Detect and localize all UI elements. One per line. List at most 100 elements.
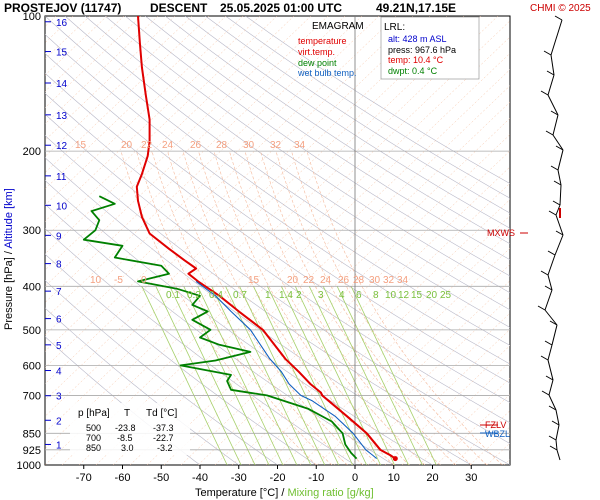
- wind-barb-flag: [537, 305, 546, 311]
- mxws-label: MXWS: [487, 228, 515, 238]
- altitude-tick-label: 11: [56, 172, 67, 183]
- mixing-ratio-line: [225, 286, 312, 465]
- x-tick-label: -10: [308, 472, 324, 484]
- mixing-ratio-line: [197, 286, 284, 465]
- isohume-line: [45, 16, 346, 303]
- isohume-line: [316, 280, 510, 465]
- isohume-line: [78, 52, 510, 465]
- mixing-ratio-label: 1.4: [279, 290, 293, 301]
- mixing-ratio-label: 10: [385, 290, 397, 301]
- x-tick-label: -50: [153, 472, 169, 484]
- mixing-ratio-line: [294, 286, 381, 465]
- mixing-ratio-line: [267, 286, 354, 465]
- mixing-ratio-line: [211, 286, 298, 465]
- mixing-ratio-label: 12: [398, 290, 410, 301]
- isohume-line: [45, 16, 176, 141]
- lrl-alt: alt: 428 m ASL: [388, 34, 447, 44]
- legend-title: EMAGRAM: [312, 21, 364, 32]
- table-row: 850 3.0 -3.2: [86, 443, 173, 453]
- isohume-line: [45, 16, 261, 222]
- mixing-ratio-line: [350, 286, 437, 465]
- wind-barb-flag: [548, 210, 557, 216]
- wind-barb-staff: [547, 344, 553, 361]
- wind-barb-staff: [547, 274, 553, 291]
- mixing-ratio-label: 0.1: [166, 290, 180, 301]
- wind-barb-staff: [547, 74, 555, 96]
- table-cell: -23.8: [115, 423, 136, 433]
- mixing-ratio-label: 6: [356, 290, 362, 301]
- series-line-virt-temp-: [136, 16, 397, 460]
- table-cell: -8.5: [117, 433, 133, 443]
- wind-barb-staff: [552, 134, 564, 151]
- mixing-ratio-label: 4: [339, 290, 345, 301]
- wind-barb-flag: [544, 340, 553, 346]
- wind-barb-staff: [550, 19, 563, 56]
- isohume-line: [384, 345, 510, 465]
- wind-barb-flag: [540, 270, 549, 276]
- dry-adiabat: [64, 16, 510, 328]
- wind-barb-flag: [549, 445, 558, 451]
- lrl-title: LRL:: [384, 22, 405, 33]
- isohume-line: [248, 215, 510, 465]
- mixing-ratio-line: [322, 286, 409, 465]
- lrl-press: press: 967.6 hPa: [388, 45, 456, 55]
- dry-adiabat: [185, 16, 510, 229]
- isohume-line: [45, 16, 210, 174]
- header-datetime: 25.05.2025 01:00 UTC: [220, 1, 342, 15]
- wind-barb-flag: [552, 200, 561, 206]
- isohume-line: [45, 16, 499, 450]
- isohume-line: [45, 16, 295, 255]
- mixing-ratio-label: 1: [265, 290, 271, 301]
- table-cell: 3.0: [121, 443, 134, 453]
- isohume-line: [146, 117, 510, 465]
- p-tick-label: 400: [23, 281, 41, 293]
- wind-barb-flag: [555, 230, 564, 236]
- header-coords: 49.21N,17.15E: [376, 1, 456, 15]
- isotherm-label-lower: 24: [320, 275, 332, 286]
- mixing-ratio-line: [281, 286, 367, 465]
- x-tick-label: 0: [352, 472, 358, 484]
- wind-barb-flag: [540, 90, 549, 96]
- dry-adiabat: [105, 16, 510, 294]
- isohume-line: [45, 16, 448, 401]
- wind-barb-flag: [550, 110, 559, 116]
- dry-adiabat: [45, 72, 510, 403]
- wind-barb-staff: [555, 424, 560, 441]
- isohume-line: [180, 150, 510, 465]
- p-tick-label: 1000: [17, 460, 41, 472]
- altitude-tick-label: 7: [56, 287, 62, 298]
- table-header-p: p [hPa]: [78, 408, 110, 419]
- isohume-line: [61, 36, 510, 465]
- wind-barb-flag: [555, 145, 564, 151]
- table-cell: -3.2: [157, 443, 173, 453]
- mixing-ratio-line: [239, 286, 326, 465]
- isotherm-label-upper: 24: [162, 140, 174, 151]
- isotherm-label-lower: 0: [141, 275, 147, 286]
- wind-barb-staff: [554, 234, 564, 256]
- isohume-line: [45, 16, 414, 368]
- dry-adiabat: [45, 16, 510, 346]
- table-row: 700 -8.5 -22.7: [86, 433, 174, 443]
- wind-barb-flag: [547, 250, 556, 256]
- isohume-line: [45, 16, 193, 157]
- mixing-ratio-label: 15: [411, 290, 423, 301]
- wind-barb-staff: [547, 359, 554, 381]
- p-tick-label: 600: [23, 360, 41, 372]
- mixing-ratio-label: 0.4: [209, 290, 223, 301]
- table-cell: 700: [86, 433, 101, 443]
- isohume-line: [45, 16, 142, 109]
- p-tick-label: 850: [23, 428, 41, 440]
- wind-barb-flag: [540, 355, 549, 361]
- mixing-ratio-label: 3: [318, 290, 324, 301]
- legend-item-temperature: temperature: [298, 36, 347, 46]
- dry-adiabat: [45, 34, 510, 365]
- legend-item-dew-point: dew point: [298, 58, 337, 68]
- series-line-wet-bulb-temp-: [195, 280, 378, 460]
- isohume-line: [572, 16, 600, 465]
- p-tick-label: 100: [23, 11, 41, 23]
- isohume-line: [214, 182, 510, 465]
- isotherm-label-lower: 20: [287, 275, 299, 286]
- wind-barb-flag: [545, 375, 554, 381]
- p-tick-label: 925: [23, 445, 41, 457]
